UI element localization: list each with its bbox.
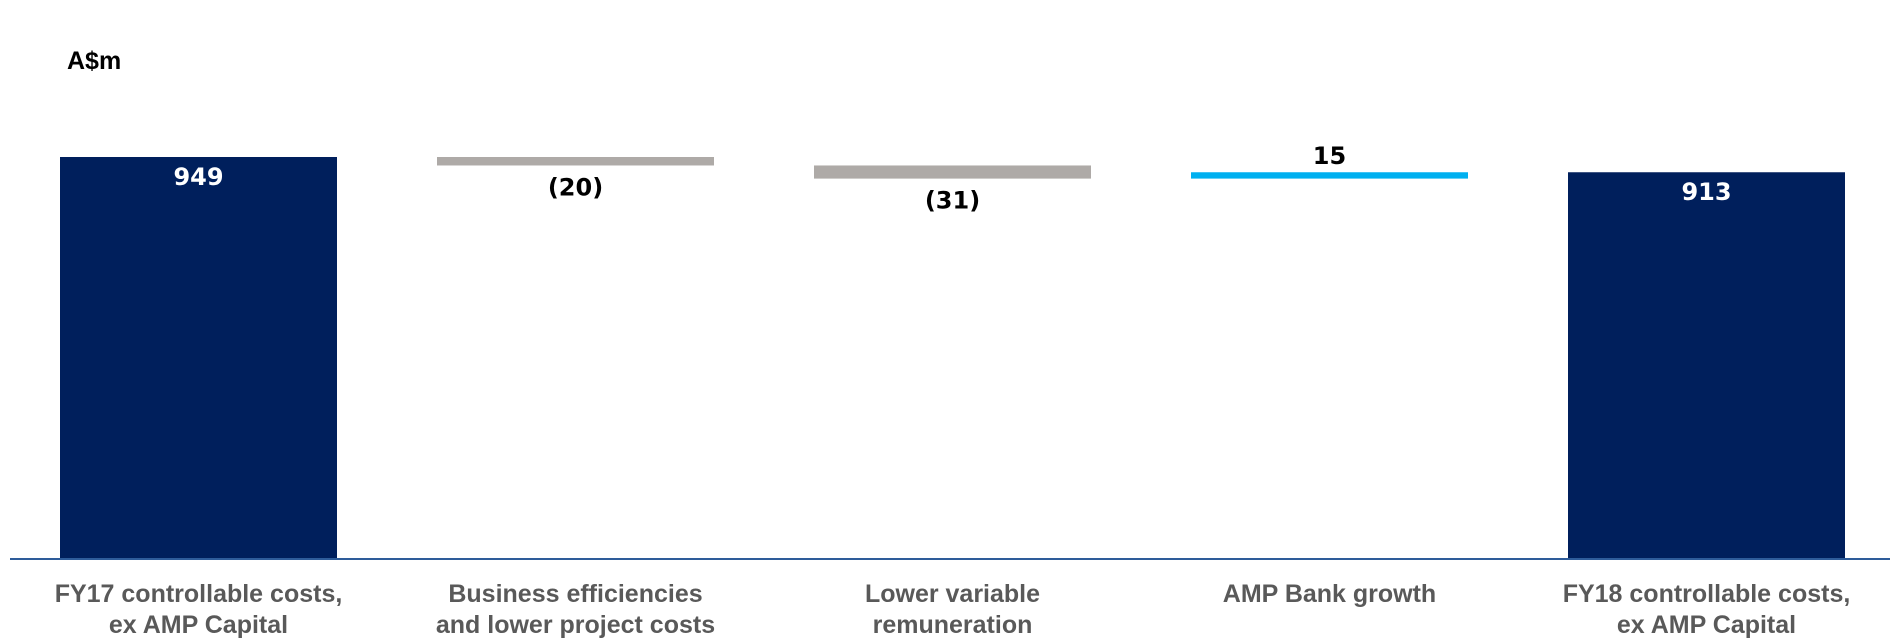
value-labels-group: 949 (20) (31) 15 913 (173, 142, 1731, 214)
value-label-5: 913 (1681, 178, 1731, 206)
bar-3 (814, 165, 1091, 179)
bar-1 (60, 157, 337, 559)
bar-4 (1191, 172, 1468, 179)
unit-label: A$m (67, 47, 121, 75)
value-label-1: 949 (173, 163, 223, 191)
category-labels-group: FY17 controllable costs, ex AMP Capital Bu… (55, 580, 1851, 638)
value-label-3: (31) (925, 187, 980, 215)
value-label-2: (20) (548, 173, 603, 201)
category-label-1: FY17 controllable costs, ex AMP Capital (55, 580, 343, 638)
category-label-5: FY18 controllable costs, ex AMP Capital (1563, 580, 1851, 638)
bar-5 (1568, 172, 1845, 559)
bars-group (60, 157, 1845, 559)
category-label-3: Lower variable remuneration (865, 580, 1040, 638)
bar-2 (437, 157, 714, 166)
category-label-4: AMP Bank growth (1223, 580, 1436, 608)
value-label-4: 15 (1313, 142, 1346, 170)
category-label-2: Business efficiencies and lower project c… (436, 580, 715, 638)
